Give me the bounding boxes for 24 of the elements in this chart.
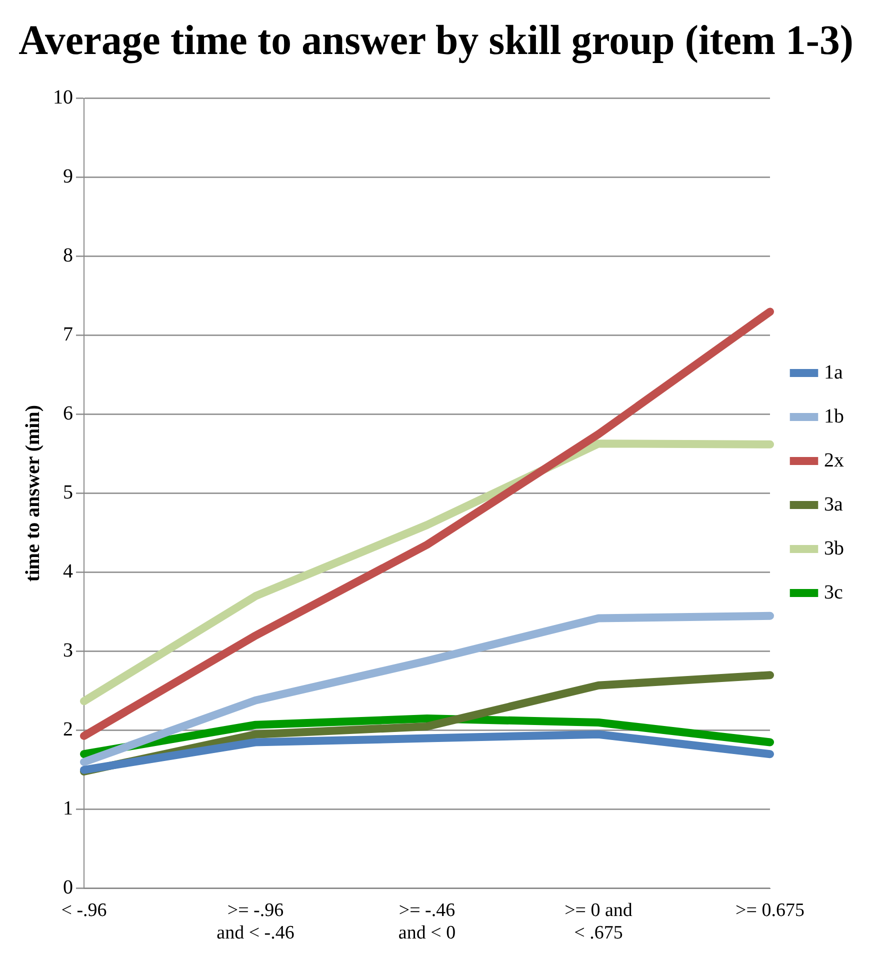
x-tick-label: >= 0.675: [736, 900, 804, 921]
y-axis-title: time to answer (min): [22, 404, 44, 582]
legend-label: 1b: [824, 405, 844, 428]
legend-label: 2x: [824, 449, 844, 472]
y-tick-label: 7: [63, 324, 73, 346]
y-tick-label: 9: [63, 166, 73, 188]
y-tick-label: 2: [63, 718, 73, 741]
y-tick-label: 3: [63, 640, 73, 662]
y-tick-label: 1: [63, 798, 73, 820]
legend-label: 3c: [824, 581, 843, 604]
x-tick-label: < -.96: [61, 900, 107, 921]
x-tick-label: >= -.96 and < -.46: [216, 900, 294, 944]
x-tick-label: >= -.46 and < 0: [398, 900, 456, 944]
x-tick-label: >= 0 and < .675: [564, 900, 633, 944]
y-tick-label: 10: [53, 86, 73, 109]
chart-title: Average time to answer by skill group (item 1-3): [18, 16, 854, 64]
y-tick-label: 8: [63, 244, 73, 267]
legend-label: 3b: [824, 537, 844, 560]
y-tick-label: 4: [63, 560, 73, 583]
legend-label: 3a: [824, 493, 843, 516]
y-tick-label: 6: [63, 402, 73, 425]
y-tick-label: 0: [63, 876, 73, 899]
legend-label: 1a: [824, 361, 843, 384]
y-tick-label: 5: [63, 482, 73, 504]
